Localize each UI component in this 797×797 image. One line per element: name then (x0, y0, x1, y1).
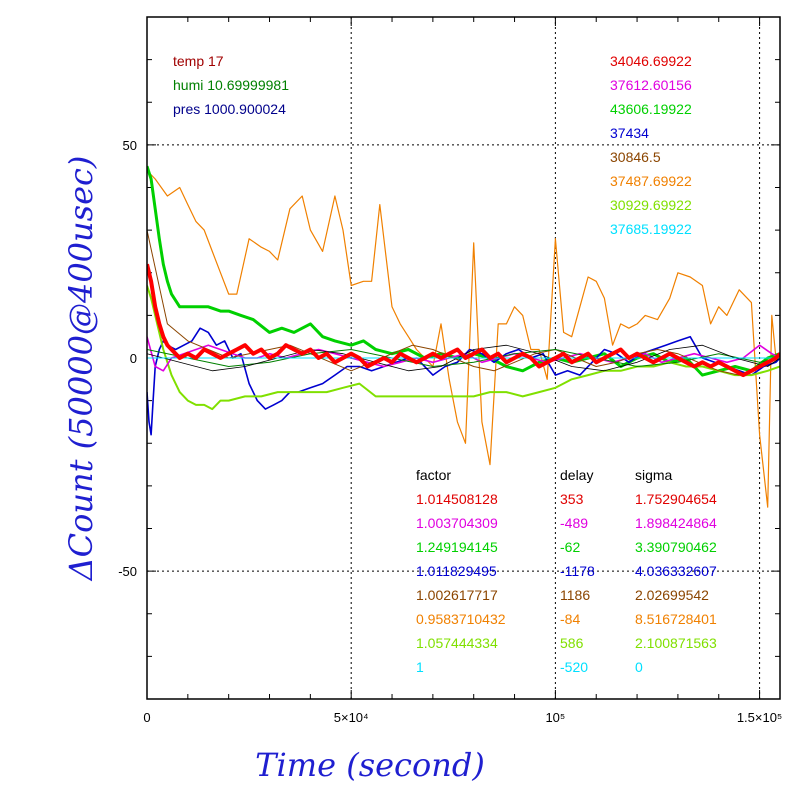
table-cell: -520 (560, 659, 588, 675)
table-cell: 3.390790462 (635, 539, 717, 555)
table-cell: 2.100871563 (635, 635, 717, 651)
fit-table: factor delay sigma 1.014508128 353 1.75290465… (416, 467, 717, 675)
table-header: delay (560, 467, 593, 483)
env-label: humi 10.69999981 (173, 77, 289, 93)
table-cell: -1178 (560, 563, 595, 579)
series-line (147, 344, 780, 372)
mean-value: 30929.69922 (610, 197, 692, 213)
table-cell: 1 (416, 659, 424, 675)
table-cell: 1.011829495 (416, 563, 497, 579)
x-tick-label: 5×10⁴ (334, 710, 369, 725)
mean-value: 37685.19922 (610, 221, 692, 237)
table-header: factor (416, 467, 451, 483)
series-line (147, 327, 780, 436)
series-line (147, 263, 780, 378)
table-cell: -489 (560, 515, 588, 531)
table-cell: 586 (560, 635, 584, 651)
means-legend: 34046.69922 37612.60156 43606.19922 37434 30… (610, 53, 692, 237)
table-cell: -62 (560, 539, 580, 555)
table-cell: 1.002617717 (416, 587, 498, 603)
table-cell: 1.003704309 (416, 515, 498, 531)
env-label: pres 1000.900024 (173, 101, 286, 117)
y-tick-label: 50 (123, 138, 137, 153)
table-cell: 1.057444334 (416, 635, 498, 651)
x-tick-label: 0 (143, 710, 150, 725)
tick-labels: 0 5×10⁴ 10⁵ 1.5×10⁵ 50 0 -50 (118, 138, 782, 725)
y-axis-title: ΔCount (50000@400usec) (62, 156, 100, 583)
mean-value: 30846.5 (610, 149, 661, 165)
table-cell: 1186 (560, 587, 590, 603)
series-lines (147, 165, 780, 508)
mean-value: 37612.60156 (610, 77, 692, 93)
y-tick-label: -50 (118, 564, 137, 579)
table-cell: 0.9583710432 (416, 611, 506, 627)
env-label: temp 17 (173, 53, 224, 69)
table-header: sigma (635, 467, 673, 483)
table-cell: 8.516728401 (635, 611, 717, 627)
mean-value: 34046.69922 (610, 53, 692, 69)
table-cell: 4.036332607 (635, 563, 717, 579)
mean-value: 43606.19922 (610, 101, 692, 117)
x-tick-label: 1.5×10⁵ (737, 710, 783, 725)
table-cell: 1.898424864 (635, 515, 717, 531)
table-cell: 1.014508128 (416, 491, 498, 507)
mean-value: 37434 (610, 125, 649, 141)
y-tick-label: 0 (130, 351, 137, 366)
series-line (147, 170, 780, 508)
table-cell: 0 (635, 659, 643, 675)
table-cell: -84 (560, 611, 580, 627)
x-tick-label: 10⁵ (545, 710, 565, 725)
env-legend: temp 17 humi 10.69999981 pres 1000.900024 (173, 53, 289, 117)
plot-frame (146, 16, 781, 700)
table-cell: 2.02699542 (635, 587, 709, 603)
table-cell: 353 (560, 491, 584, 507)
table-cell: 1.752904654 (635, 491, 717, 507)
table-cell: 1.249194145 (416, 539, 498, 555)
x-axis-title: Time (second) (255, 746, 485, 784)
mean-value: 37487.69922 (610, 173, 692, 189)
